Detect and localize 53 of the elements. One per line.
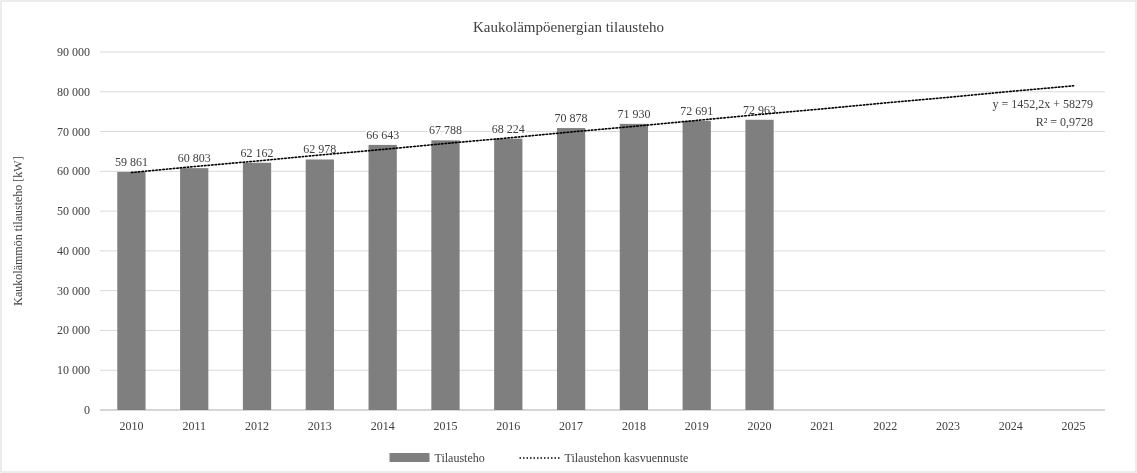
bar [242, 162, 272, 410]
y-tick-label: 60 000 [57, 164, 90, 179]
bar [368, 144, 397, 410]
bar [117, 171, 146, 410]
x-tick-label: 2011 [182, 419, 206, 433]
data-label: 60 803 [177, 151, 211, 166]
data-label: 62 162 [240, 145, 274, 160]
bar [745, 119, 774, 410]
legend-label: Tilaustehon kasvuennuste [564, 451, 689, 465]
x-tick-label: 2020 [747, 419, 772, 433]
bar [431, 140, 460, 410]
legend-label: Tilausteho [434, 451, 485, 465]
y-tick-label: 40 000 [57, 243, 90, 258]
bar [682, 120, 711, 410]
x-tick-label: 2018 [621, 419, 646, 433]
y-tick-label: 50 000 [57, 204, 90, 219]
data-label: 62 978 [303, 142, 337, 157]
x-tick-label: 2019 [684, 419, 709, 433]
y-axis-title: Kaukolämmön tilausteho [kW] [11, 156, 25, 306]
bar [556, 128, 586, 410]
y-tick-label: 70 000 [57, 124, 90, 139]
data-label: 71 930 [617, 106, 651, 121]
data-label: 70 878 [554, 111, 588, 126]
bar [305, 159, 334, 410]
y-tick-label: 80 000 [57, 84, 90, 99]
x-tick-label: 2016 [496, 419, 521, 433]
bar [180, 168, 209, 410]
x-tick-label: 2017 [559, 419, 584, 433]
x-tick-label: 2024 [998, 419, 1023, 433]
data-label: 67 788 [428, 123, 462, 138]
y-tick-label: 30 000 [57, 283, 90, 298]
x-tick-label: 2015 [433, 419, 458, 433]
annotation: R² = 0,9728 [1035, 115, 1093, 129]
x-tick-label: 2010 [119, 419, 144, 433]
annotation: y = 1452,2x + 58279 [992, 97, 1093, 111]
x-tick-label: 2021 [810, 419, 835, 433]
x-tick-label: 2013 [307, 419, 332, 433]
x-tick-label: 2025 [1061, 419, 1086, 433]
data-label: 59 861 [114, 154, 148, 169]
data-label: 72 691 [680, 103, 714, 118]
x-tick-label: 2012 [245, 419, 270, 433]
bar [494, 138, 523, 410]
y-tick-label: 10 000 [57, 363, 90, 378]
y-tick-label: 0 [84, 403, 90, 417]
x-tick-label: 2014 [370, 419, 395, 433]
y-tick-label: 20 000 [57, 323, 90, 338]
data-label: 66 643 [366, 127, 400, 142]
x-tick-label: 2023 [935, 419, 960, 433]
bar [619, 123, 649, 410]
data-label: 68 224 [491, 121, 525, 136]
x-tick-label: 2022 [873, 419, 898, 433]
y-tick-label: 90 000 [57, 45, 90, 59]
chart-title: Kaukolämpöenergian tilausteho [473, 19, 664, 35]
